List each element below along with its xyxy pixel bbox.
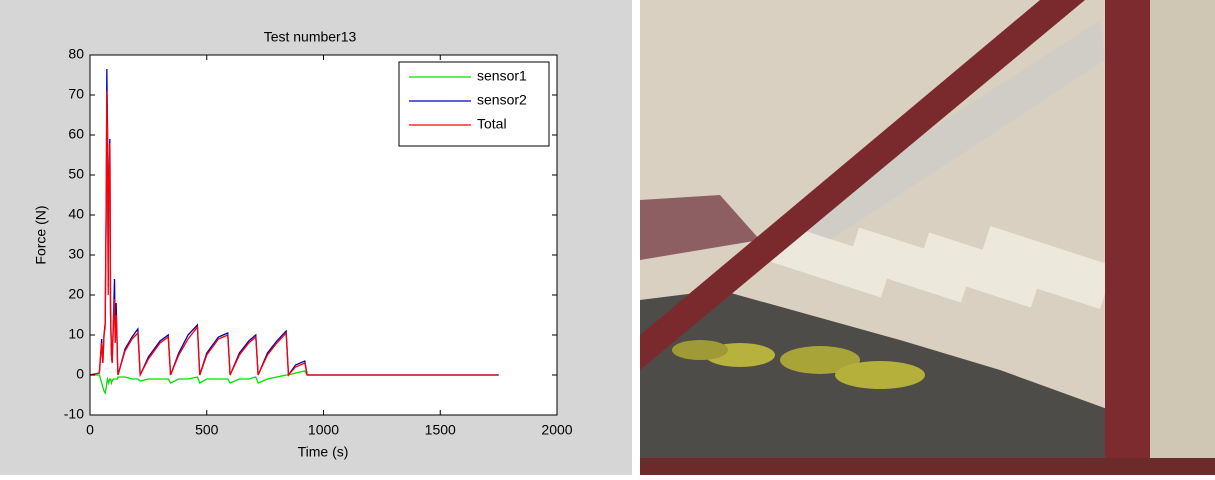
yellow-rock — [672, 340, 728, 360]
bottom-frame — [640, 458, 1215, 475]
y-tick-label: 50 — [68, 166, 84, 182]
legend-box — [398, 61, 550, 147]
yellow-rock — [780, 346, 860, 374]
y-tick-label: 20 — [68, 286, 84, 302]
legend-label: sensor2 — [477, 92, 527, 108]
white-blocks — [766, 222, 1114, 310]
photo-glass-right — [1150, 0, 1215, 475]
y-tick-label: 40 — [68, 206, 84, 222]
plot — [89, 68, 499, 395]
x-tick-label: 1500 — [425, 422, 456, 438]
y-axis-label: Force (N) — [33, 205, 49, 264]
x-tick-label: 0 — [86, 422, 94, 438]
red-rocks — [640, 195, 760, 260]
y-tick-label: 70 — [68, 86, 84, 102]
chart-title: Test number13 — [264, 29, 357, 45]
legend-label: sensor1 — [477, 68, 527, 84]
y-tick-label: 0 — [76, 366, 84, 382]
y-tick-label: -10 — [64, 406, 84, 422]
glass-reflection — [760, 20, 1105, 260]
legend-label: Total — [477, 116, 507, 132]
y-tick-label: 10 — [68, 326, 84, 342]
yellow-rock — [835, 361, 925, 389]
photo — [640, 0, 1215, 475]
diagonal-beam — [640, 0, 1085, 370]
series-line — [90, 370, 499, 395]
x-axis-label: Time (s) — [298, 444, 349, 460]
y-tick-label: 60 — [68, 126, 84, 142]
series-line — [89, 90, 499, 378]
x-tick-label: 2000 — [541, 422, 572, 438]
y-tick-label: 30 — [68, 246, 84, 262]
y-tick-label: 80 — [68, 46, 84, 62]
legend: sensor1 sensor2 Total — [398, 61, 550, 147]
x-tick-label: 1000 — [308, 422, 339, 438]
x-tick-label: 500 — [195, 422, 219, 438]
vertical-post — [1105, 0, 1150, 475]
